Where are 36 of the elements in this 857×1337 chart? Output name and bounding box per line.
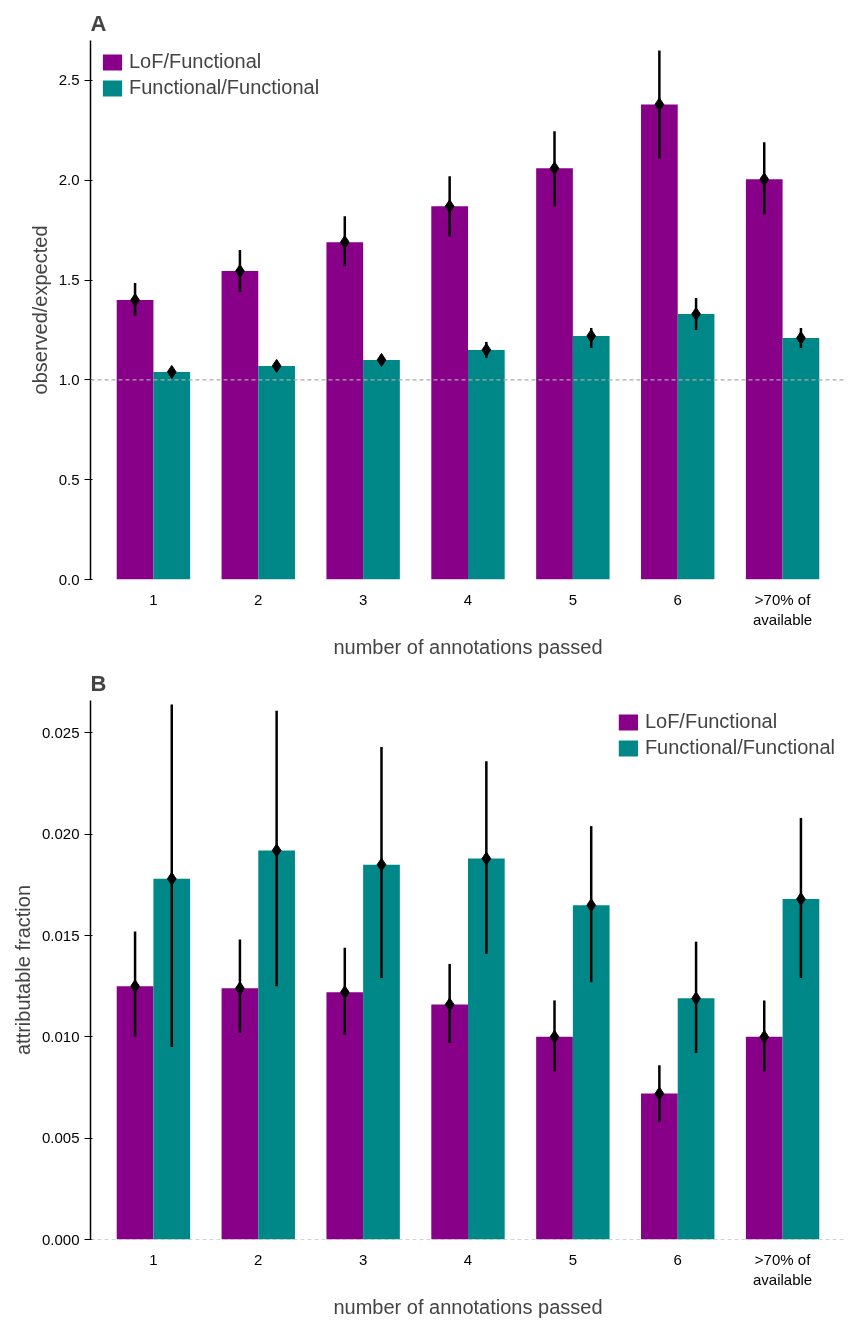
x-tick-label: 6 [673,590,682,608]
x-tick-label: 3 [358,590,368,608]
y-tick-label: 0.025 [41,723,80,741]
legend-label: Functional/Functional [129,76,320,99]
x-tick-label: 2 [254,1250,263,1268]
y-tick-label: 0.010 [41,1027,80,1045]
x-tick-label: 5 [568,1250,578,1268]
x-tick-label: 2 [254,590,263,608]
x-tick-label: 6 [673,1250,682,1268]
x-tick-label: 4 [463,590,473,608]
y-axis-title: observed/expected [28,225,51,395]
x-tick-label: 1 [149,1250,158,1268]
y-tick-label: 2.5 [58,71,80,89]
y-tick-label: 1.0 [58,370,80,388]
legend-label: LoF/Functional [644,710,778,733]
x-axis-title: number of annotations passed [333,1295,603,1318]
y-tick-label: 0.000 [41,1230,80,1248]
x-tick-label: >70% of available [752,1250,813,1288]
y-tick-label: 1.5 [58,271,80,289]
legend-label: Functional/Functional [644,736,835,759]
x-axis-title: number of annotations passed [333,635,603,658]
y-axis-title: attributable fraction [11,884,34,1056]
y-tick-label: 0.0 [58,570,80,588]
x-tick-label: 1 [149,590,158,608]
y-tick-label: 0.5 [58,470,80,488]
y-tick-label: 0.020 [41,825,80,843]
legend-label: LoF/Functional [129,50,262,73]
x-tick-label: 5 [568,590,578,608]
x-tick-label: >70% of available [752,590,813,628]
y-tick-label: 2.0 [58,171,80,189]
chart-title: A [90,10,107,36]
x-tick-label: 3 [358,1250,368,1268]
y-tick-label: 0.005 [41,1129,80,1147]
chart-title: B [90,670,107,696]
x-tick-label: 4 [463,1250,473,1268]
y-tick-label: 0.015 [41,926,80,944]
